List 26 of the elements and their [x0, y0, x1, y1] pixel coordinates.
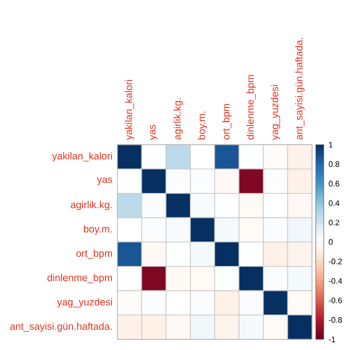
x-tick-label: ort_bpm [222, 104, 232, 140]
y-tick-label: agirlik.kg. [70, 200, 112, 210]
y-tick-label: yag_yuzdesi [57, 298, 112, 308]
x-tick-label: ant_sayisi.gün.haftada. [295, 38, 304, 140]
x-tick-label: boy.m. [198, 112, 208, 140]
color-bar-label: -0.2 [328, 258, 342, 264]
y-tick-label: ort_bpm [76, 250, 112, 259]
y-tick-label: yas [97, 177, 112, 185]
color-bar-label: 0.4 [328, 200, 340, 206]
color-bar-label: -0.4 [328, 278, 342, 284]
color-bar-label: -0.8 [328, 317, 342, 323]
color-bar-label: 0.6 [328, 180, 340, 186]
y-tick-label: dinlenme_bpm [47, 274, 112, 284]
color-bar-label: 1 [329, 142, 333, 148]
y-tick-label: ant_sayisi.gün.haftada. [10, 322, 112, 332]
x-tick-label: yas [150, 124, 158, 140]
color-bar-label: -1 [328, 336, 336, 342]
color-bar-label: 0.2 [328, 220, 340, 226]
x-tick-label: agirlik.kg. [174, 98, 183, 140]
color-bar-label: 0.8 [328, 161, 340, 167]
color-bar-label: -0.6 [328, 298, 342, 304]
x-tick-label: yag_yuzdesi [270, 85, 280, 140]
y-tick-label: yakilan_kalori [52, 152, 112, 162]
y-tick-label: boy.m. [84, 225, 112, 234]
x-tick-label: dinlenme_bpm [246, 75, 256, 140]
color-bar-label: 0 [328, 239, 333, 245]
